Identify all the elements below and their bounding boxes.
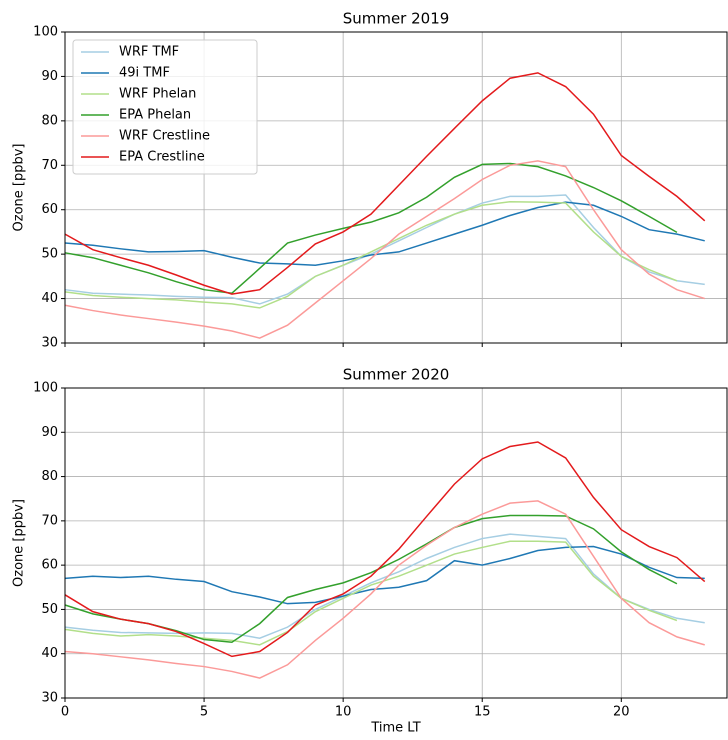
legend-label: 49i TMF	[119, 66, 170, 81]
x-tick-label: 20	[613, 705, 630, 720]
y-tick-label: 50	[41, 602, 58, 617]
series-line	[64, 514, 678, 643]
y-tick-label: 60	[41, 202, 58, 217]
y-tick-label: 40	[41, 646, 58, 661]
x-tick-label: 0	[61, 705, 69, 720]
plot-frame	[64, 387, 728, 699]
series-line	[64, 200, 678, 309]
plot-frame	[64, 31, 728, 344]
legend-box	[72, 39, 258, 175]
y-axis-label: Ozone [ppbv]	[12, 499, 27, 587]
series-line	[64, 194, 705, 305]
y-axis-label: Ozone [ppbv]	[12, 144, 27, 232]
legend-label: WRF Crestline	[119, 129, 210, 144]
legend-label: WRF TMF	[119, 45, 179, 60]
legend-label: EPA Crestline	[119, 150, 205, 165]
legend-label: EPA Phelan	[119, 108, 191, 123]
series-line	[64, 533, 705, 639]
series-line	[64, 540, 678, 646]
y-tick-label: 30	[41, 336, 58, 351]
series-line	[64, 441, 706, 658]
series-line	[64, 162, 678, 295]
x-tick-label: 10	[335, 705, 352, 720]
y-tick-label: 90	[41, 69, 58, 84]
y-tick-label: 40	[41, 291, 58, 306]
series-line	[64, 500, 705, 679]
y-tick-label: 30	[41, 691, 58, 706]
x-tick-label: 5	[200, 705, 208, 720]
y-tick-label: 70	[41, 158, 58, 173]
y-tick-label: 100	[33, 25, 58, 40]
chart-title: Summer 2019	[343, 10, 450, 28]
x-tick-label: 15	[474, 705, 491, 720]
y-tick-label: 50	[41, 247, 58, 262]
y-tick-label: 60	[41, 558, 58, 573]
series-line	[64, 160, 705, 339]
series-line	[64, 201, 705, 267]
legend-label: WRF Phelan	[119, 87, 196, 102]
y-tick-label: 100	[33, 381, 58, 396]
series-line	[64, 545, 705, 605]
x-axis-label: Time LT	[370, 721, 420, 736]
y-tick-label: 70	[41, 513, 58, 528]
chart-title: Summer 2020	[343, 366, 450, 384]
y-tick-label: 80	[41, 469, 58, 484]
y-tick-label: 80	[41, 113, 58, 128]
series-line	[64, 72, 706, 295]
y-tick-label: 90	[41, 425, 58, 440]
